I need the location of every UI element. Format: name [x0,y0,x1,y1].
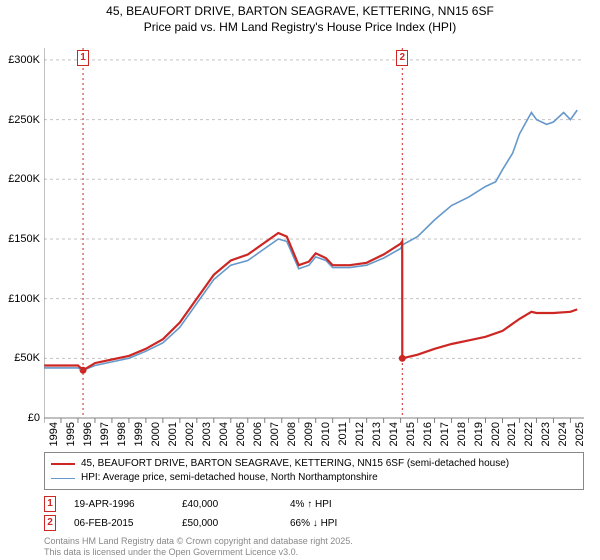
x-axis-tick-label: 2005 [235,422,247,446]
x-axis-tick-label: 2010 [320,422,332,446]
y-axis-tick-label: £50K [14,352,40,364]
x-axis-tick-label: 1994 [48,422,60,446]
x-axis-tick-label: 2008 [286,422,298,446]
sale-event-marker: 1 [77,50,89,66]
footer-line1: Contains HM Land Registry data © Crown c… [44,536,353,547]
x-axis-tick-label: 2011 [337,422,349,446]
y-axis-tick-label: £150K [8,233,40,245]
x-axis-tick-label: 2023 [540,422,552,446]
legend-area: 45, BEAUFORT DRIVE, BARTON SEAGRAVE, KET… [44,452,584,534]
series-hpi [44,110,577,370]
sale-event-marker: 2 [396,50,408,66]
x-axis-tick-label: 2013 [371,422,383,446]
x-axis-tick-label: 2020 [490,422,502,446]
x-axis-tick-label: 1998 [116,422,128,446]
y-axis-tick-label: £0 [28,412,40,424]
sale-event-row: 2 06-FEB-2015 £50,000 66% ↓ HPI [44,515,584,531]
legend-swatch [51,463,75,465]
x-axis-tick-label: 2000 [150,422,162,446]
sale-event-table: 1 19-APR-1996 £40,000 4% ↑ HPI 2 06-FEB-… [44,496,584,531]
chart-title: 45, BEAUFORT DRIVE, BARTON SEAGRAVE, KET… [0,0,600,35]
x-axis-tick-label: 1997 [99,422,111,446]
x-axis-tick-label: 2017 [439,422,451,446]
y-axis-tick-label: £200K [8,173,40,185]
x-axis-tick-label: 2019 [473,422,485,446]
x-axis-tick-label: 2009 [303,422,315,446]
x-axis-tick-label: 2001 [167,422,179,446]
sale-date: 06-FEB-2015 [74,518,164,529]
chart-svg [44,48,584,424]
sale-delta-vs-hpi: 66% ↓ HPI [290,518,380,529]
y-axis-tick-label: £100K [8,293,40,305]
y-axis-tick-label: £250K [8,114,40,126]
sale-event-marker: 1 [44,496,56,512]
x-axis-tick-label: 2003 [201,422,213,446]
x-axis-tick-label: 2007 [269,422,281,446]
title-line2: Price paid vs. HM Land Registry's House … [0,20,600,36]
y-axis-tick-label: £300K [8,54,40,66]
x-axis-tick-label: 1995 [65,422,77,446]
sale-event-row: 1 19-APR-1996 £40,000 4% ↑ HPI [44,496,584,512]
x-axis-tick-label: 1999 [133,422,145,446]
x-axis-tick-label: 2014 [388,422,400,446]
footer-attribution: Contains HM Land Registry data © Crown c… [44,536,353,558]
legend-entry: HPI: Average price, semi-detached house,… [51,471,577,485]
sale-price: £40,000 [182,499,272,510]
sale-date: 19-APR-1996 [74,499,164,510]
x-axis-tick-label: 2021 [506,422,518,446]
sale-event-marker: 2 [44,515,56,531]
x-axis-tick-label: 2018 [456,422,468,446]
legend-label: 45, BEAUFORT DRIVE, BARTON SEAGRAVE, KET… [81,457,509,471]
x-axis-tick-label: 2022 [523,422,535,446]
title-line1: 45, BEAUFORT DRIVE, BARTON SEAGRAVE, KET… [0,4,600,20]
legend-swatch [51,478,75,479]
x-axis-tick-label: 2025 [574,422,586,446]
legend-box: 45, BEAUFORT DRIVE, BARTON SEAGRAVE, KET… [44,452,584,490]
x-axis-tick-label: 2012 [354,422,366,446]
x-axis-tick-label: 2002 [184,422,196,446]
x-axis-tick-label: 2004 [218,422,230,446]
sale-delta-vs-hpi: 4% ↑ HPI [290,499,380,510]
series-price_paid [44,233,577,370]
x-axis-tick-label: 2015 [405,422,417,446]
sale-price: £50,000 [182,518,272,529]
x-axis-tick-label: 1996 [82,422,94,446]
legend-entry: 45, BEAUFORT DRIVE, BARTON SEAGRAVE, KET… [51,457,577,471]
legend-label: HPI: Average price, semi-detached house,… [81,471,378,485]
footer-line2: This data is licensed under the Open Gov… [44,547,353,558]
x-axis-tick-label: 2024 [557,422,569,446]
chart-plot-area: £0£50K£100K£150K£200K£250K£300K199419951… [44,48,584,418]
x-axis-tick-label: 2016 [422,422,434,446]
x-axis-tick-label: 2006 [252,422,264,446]
